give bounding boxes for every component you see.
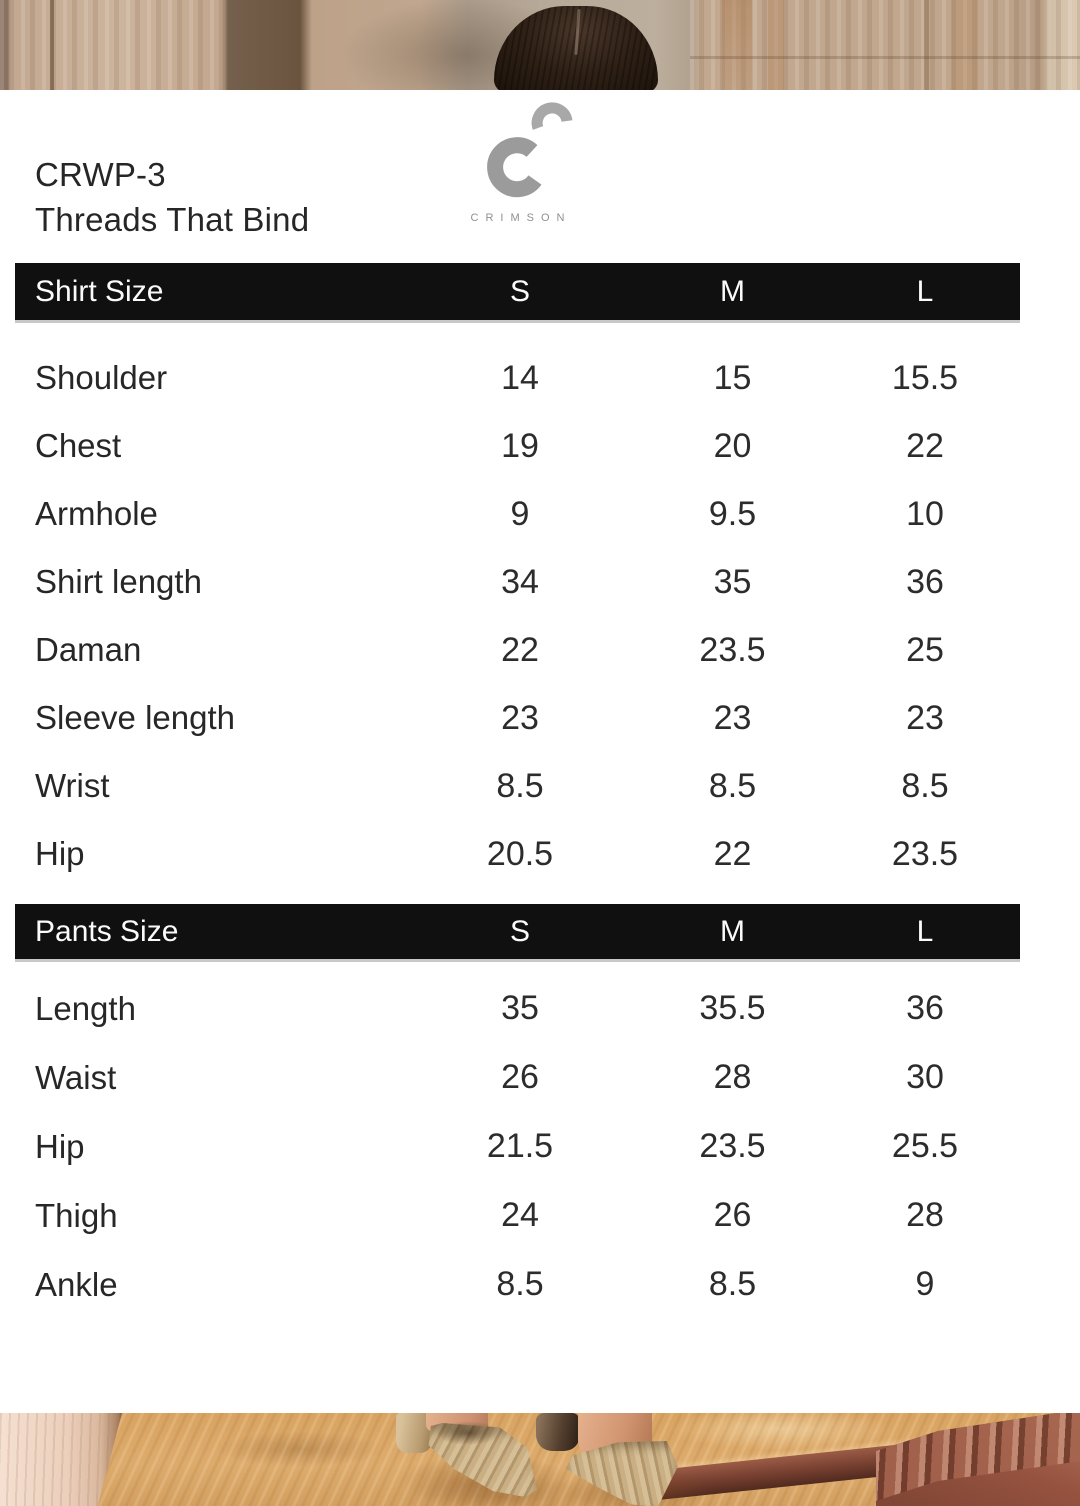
- row-value: 20.5: [486, 834, 554, 873]
- row-label: Chest: [35, 427, 122, 464]
- pants-size-table: Length 35 35.5 36 Waist 26 28 30 Hip 21.5 23.5 25.5…: [15, 974, 1020, 1319]
- row-value: 9.5: [708, 494, 757, 533]
- row-value: 23.5: [699, 630, 766, 669]
- row-value: 35.5: [699, 989, 766, 1027]
- row-label: Shoulder: [35, 359, 168, 396]
- background-photo-top: [0, 0, 1080, 90]
- row-value: 28: [906, 1196, 944, 1234]
- right-pillar-texture: [690, 0, 1080, 90]
- row-label: Ankle: [35, 1265, 118, 1303]
- row-value: 8.5: [708, 1265, 757, 1303]
- row-value: 19: [501, 426, 539, 465]
- pillar-rust-streak: [952, 0, 978, 90]
- table-row: Hip 21.5 23.5 25.5: [15, 1112, 1020, 1181]
- product-code: CRWP-3: [35, 156, 166, 193]
- row-label: Shirt length: [35, 563, 202, 600]
- product-name: Threads That Bind: [35, 201, 310, 238]
- row-value: 23.5: [891, 834, 959, 873]
- pillar-rust-streak: [924, 0, 929, 90]
- row-value: 22: [713, 834, 752, 873]
- table-row: Shirt length 34 35 36: [15, 548, 1020, 616]
- crimson-logo-icon: [487, 102, 573, 198]
- product-title: CRWP-3 Threads That Bind: [35, 152, 309, 242]
- row-value: 26: [501, 1058, 539, 1096]
- pants-size-header-bar: Pants Size S M L: [15, 904, 1020, 959]
- row-value: 8.5: [708, 766, 757, 805]
- row-value: 36: [906, 989, 944, 1027]
- row-label: Sleeve length: [35, 699, 235, 736]
- row-value: 23: [713, 698, 752, 737]
- row-value: 34: [501, 562, 539, 601]
- row-label: Wrist: [35, 767, 110, 804]
- row-value: 36: [906, 562, 944, 601]
- table-row: Chest 19 20 22: [15, 412, 1020, 480]
- row-value: 20: [713, 426, 752, 465]
- table-row: Length 35 35.5 36: [15, 974, 1020, 1043]
- brand-name: CRIMSON: [470, 212, 572, 224]
- pillar-rust-streak: [768, 0, 784, 90]
- row-value: 23: [501, 698, 539, 737]
- left-shoe-opening: [436, 1421, 500, 1445]
- row-label: Waist: [35, 1058, 117, 1096]
- row-value: 25: [906, 630, 944, 669]
- row-value: 23.5: [699, 1127, 766, 1165]
- row-value: 35: [713, 562, 752, 601]
- row-value: 8.5: [496, 766, 544, 805]
- col-header-s: S: [509, 274, 530, 308]
- left-pillar-bottom: [0, 1413, 122, 1506]
- shirt-size-table: Shoulder 14 15 15.5 Chest 19 20 22 Armhole 9 9.5 10…: [15, 344, 1020, 888]
- row-value: 28: [713, 1058, 752, 1096]
- col-header-l: L: [916, 274, 934, 308]
- row-label: Length: [35, 989, 136, 1027]
- row-value: 10: [906, 494, 944, 533]
- table-row: Wrist 8.5 8.5 8.5: [15, 752, 1020, 820]
- row-value: 14: [501, 358, 539, 397]
- row-value: 35: [501, 989, 539, 1027]
- row-value: 22: [501, 630, 539, 669]
- table-row: Sleeve length 23 23 23: [15, 684, 1020, 752]
- pillar-crack-line: [50, 0, 54, 90]
- size-chart-panel: CRWP-3 Threads That Bind CRIMSON Shirt S…: [0, 90, 1080, 1413]
- table-row: Ankle 8.5 8.5 9: [15, 1250, 1020, 1319]
- background-photo-bottom: [0, 1413, 1080, 1506]
- col-header-m: M: [720, 274, 745, 308]
- row-label: Thigh: [35, 1196, 118, 1234]
- row-value: 25.5: [891, 1127, 959, 1165]
- row-label: Armhole: [35, 495, 158, 532]
- shirt-size-header-bar: Shirt Size S M L: [15, 263, 1020, 320]
- row-value: 30: [906, 1058, 944, 1096]
- row-value: 22: [906, 426, 944, 465]
- row-value: 24: [501, 1196, 539, 1234]
- right-shoe-heel: [536, 1413, 580, 1451]
- left-pillar-texture: [0, 0, 226, 90]
- col-header-l: L: [916, 914, 934, 948]
- pillar-rust-streak: [722, 0, 752, 90]
- row-value: 15.5: [891, 358, 959, 397]
- row-value: 8.5: [901, 766, 949, 805]
- table-row: Daman 22 23.5 25: [15, 616, 1020, 684]
- row-value: 9: [510, 494, 530, 533]
- col-header-m: M: [720, 914, 745, 948]
- row-label: Hip: [35, 1127, 85, 1165]
- col-header-s: S: [509, 914, 530, 948]
- row-label: Daman: [35, 631, 142, 668]
- row-value: 8.5: [496, 1265, 544, 1303]
- table-row: Waist 26 28 30: [15, 1043, 1020, 1112]
- row-value: 15: [713, 358, 752, 397]
- shirt-size-header-label: Shirt Size: [35, 274, 164, 308]
- table-row: Thigh 24 26 28: [15, 1181, 1020, 1250]
- row-value: 26: [713, 1196, 752, 1234]
- row-value: 23: [906, 698, 944, 737]
- row-value: 9: [915, 1265, 935, 1303]
- row-value: 21.5: [486, 1127, 554, 1165]
- table-row: Hip 20.5 22 23.5: [15, 820, 1020, 888]
- row-label: Hip: [35, 835, 85, 872]
- pants-size-header-label: Pants Size: [35, 914, 179, 948]
- table-row: Armhole 9 9.5 10: [15, 480, 1020, 548]
- table-row: Shoulder 14 15 15.5: [15, 344, 1020, 412]
- pillar-crack-line: [690, 56, 1080, 59]
- hair-part-line: [574, 8, 581, 56]
